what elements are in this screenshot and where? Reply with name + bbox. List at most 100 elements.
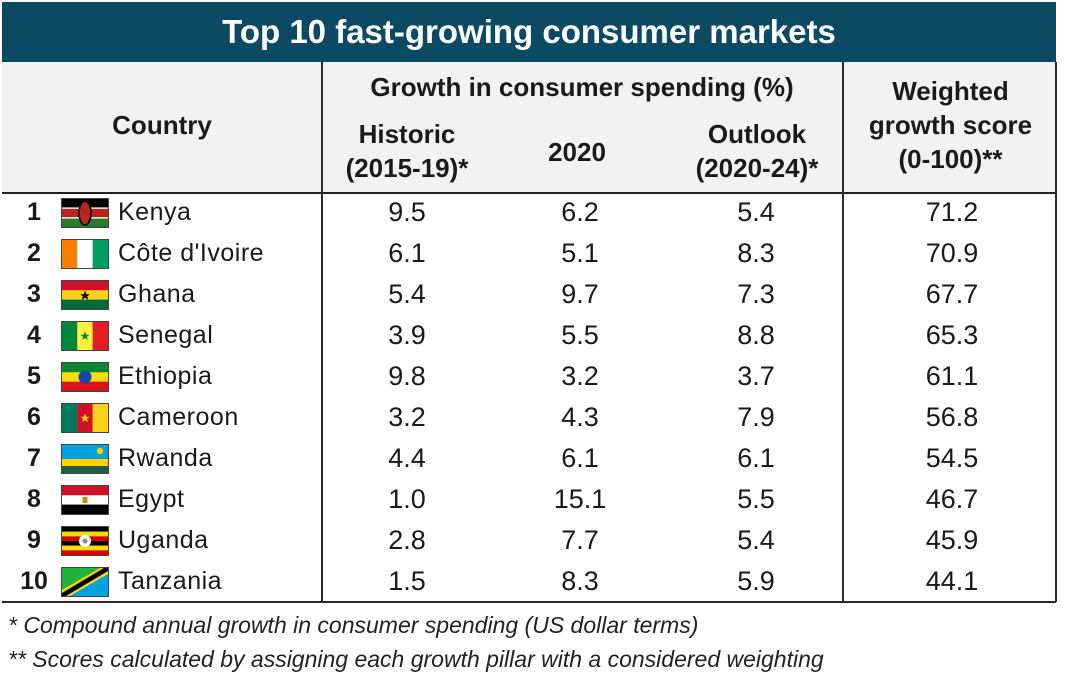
divider-country — [321, 62, 323, 602]
kenya-flag — [62, 199, 108, 227]
header-outlook: Outlook (2020-24)* — [682, 117, 832, 185]
senegal-flag — [62, 322, 108, 350]
score-value: 54.5 — [925, 443, 979, 473]
outlook-value: 8.3 — [737, 238, 775, 268]
historic-value: 3.2 — [388, 402, 426, 432]
header-growth-group: Growth in consumer spending (%) — [370, 72, 794, 102]
rank-cell: 2 — [27, 239, 41, 267]
footnote-1: * Compound annual growth in consumer spe… — [8, 612, 699, 638]
uganda-flag — [62, 527, 108, 555]
y2020-value: 3.2 — [561, 361, 599, 391]
y2020-value: 5.5 — [561, 320, 599, 350]
country-name: Tanzania — [118, 567, 223, 595]
score-value: 71.2 — [925, 197, 979, 227]
outlook-value: 8.8 — [737, 320, 775, 350]
outlook-value: 5.4 — [737, 525, 775, 555]
y2020-value: 4.3 — [561, 402, 599, 432]
table-row: 1 Kenya 9.5 6.2 5.4 71.2 — [2, 192, 1056, 233]
score-value: 61.1 — [925, 361, 979, 391]
divider-right — [1055, 62, 1057, 602]
header-historic-line2: (2015-19)* — [345, 153, 469, 183]
table-row: 4 Senegal 3.9 5.5 8.8 65.3 — [2, 315, 1056, 356]
y2020-value: 7.7 — [561, 525, 599, 555]
header-outlook-line2: (2020-24)* — [695, 153, 819, 183]
y2020-value: 9.7 — [561, 279, 599, 309]
outlook-value: 3.7 — [737, 361, 775, 391]
rank-cell: 8 — [27, 485, 41, 513]
historic-value: 6.1 — [388, 238, 426, 268]
outlook-value: 5.9 — [737, 566, 775, 596]
rank-cell: 4 — [27, 321, 41, 349]
table-bottom-border — [2, 601, 1056, 603]
table-header: Country Growth in consumer spending (%) … — [2, 62, 1056, 194]
header-score: Weighted growth score (0-100)** — [845, 74, 1056, 176]
y2020-value: 5.1 — [561, 238, 599, 268]
header-historic: Historic (2015-19)* — [337, 117, 477, 185]
historic-value: 5.4 — [388, 279, 426, 309]
y2020-value: 8.3 — [561, 566, 599, 596]
rank-cell: 3 — [27, 280, 41, 308]
historic-value: 9.5 — [388, 197, 426, 227]
footnote-2: ** Scores calculated by assigning each g… — [8, 646, 824, 672]
score-value: 65.3 — [925, 320, 979, 350]
historic-value: 2.8 — [388, 525, 426, 555]
country-name: Ethiopia — [118, 362, 213, 390]
country-name: Ghana — [118, 280, 196, 308]
rank-cell: 10 — [20, 567, 48, 595]
rwanda-flag — [62, 445, 108, 473]
score-value: 67.7 — [925, 279, 979, 309]
table-row: 5 Ethiopia 9.8 3.2 3.7 61.1 — [2, 356, 1056, 397]
outlook-value: 7.3 — [737, 279, 775, 309]
header-2020: 2020 — [548, 137, 606, 167]
egypt-flag — [62, 486, 108, 514]
country-name: Côte d'Ivoire — [118, 239, 265, 267]
y2020-value: 6.2 — [561, 197, 599, 227]
historic-value: 9.8 — [388, 361, 426, 391]
table-row: 6 Cameroon 3.2 4.3 7.9 56.8 — [2, 397, 1056, 438]
header-outlook-line1: Outlook — [707, 119, 807, 149]
rank-cell: 6 — [27, 403, 41, 431]
historic-value: 4.4 — [388, 443, 426, 473]
outlook-value: 5.4 — [737, 197, 775, 227]
country-name: Uganda — [118, 526, 209, 554]
cote-divoire-flag — [62, 240, 108, 268]
score-value: 44.1 — [925, 566, 979, 596]
historic-value: 1.0 — [388, 484, 426, 514]
table-row: 9 Uganda 2.8 7.7 5.4 45.9 — [2, 520, 1056, 561]
header-historic-line1: Historic — [358, 119, 456, 149]
table-row: 10 Tanzania 1.5 8.3 5.9 44.1 — [2, 561, 1056, 602]
ghana-flag — [62, 281, 108, 309]
table-row: 7 Rwanda 4.4 6.1 6.1 54.5 — [2, 438, 1056, 479]
y2020-value: 15.1 — [553, 484, 607, 514]
country-name: Rwanda — [118, 444, 213, 472]
table-row: 2 Côte d'Ivoire 6.1 5.1 8.3 70.9 — [2, 233, 1056, 274]
cameroon-flag — [62, 404, 108, 432]
table-body: 1 Kenya 9.5 6.2 5.4 71.2 2 Côte d'Ivoire 6.1 5.1 8… — [2, 192, 1056, 602]
score-value: 56.8 — [925, 402, 979, 432]
header-score-line1: Weighted — [892, 76, 1009, 106]
country-name: Cameroon — [118, 403, 239, 431]
tanzania-flag — [62, 568, 108, 596]
country-name: Senegal — [118, 321, 214, 349]
score-value: 45.9 — [925, 525, 979, 555]
country-name: Kenya — [118, 198, 192, 226]
rank-cell: 5 — [27, 362, 41, 390]
outlook-value: 5.5 — [737, 484, 775, 514]
outlook-value: 6.1 — [737, 443, 775, 473]
table-title: Top 10 fast-growing consumer markets — [2, 2, 1056, 62]
score-value: 70.9 — [925, 238, 979, 268]
rank-cell: 1 — [27, 198, 41, 226]
rank-cell: 7 — [27, 444, 41, 472]
table-row: 8 Egypt 1.0 15.1 5.5 46.7 — [2, 479, 1056, 520]
rank-cell: 9 — [27, 526, 41, 554]
outlook-value: 7.9 — [737, 402, 775, 432]
header-country: Country — [112, 110, 212, 140]
historic-value: 3.9 — [388, 320, 426, 350]
y2020-value: 6.1 — [561, 443, 599, 473]
header-score-line3: (0-100)** — [898, 144, 1003, 174]
score-value: 46.7 — [925, 484, 979, 514]
header-score-line2: growth score — [868, 110, 1033, 140]
table-row: 3 Ghana 5.4 9.7 7.3 67.7 — [2, 274, 1056, 315]
ethiopia-flag — [62, 363, 108, 391]
country-name: Egypt — [118, 485, 185, 513]
